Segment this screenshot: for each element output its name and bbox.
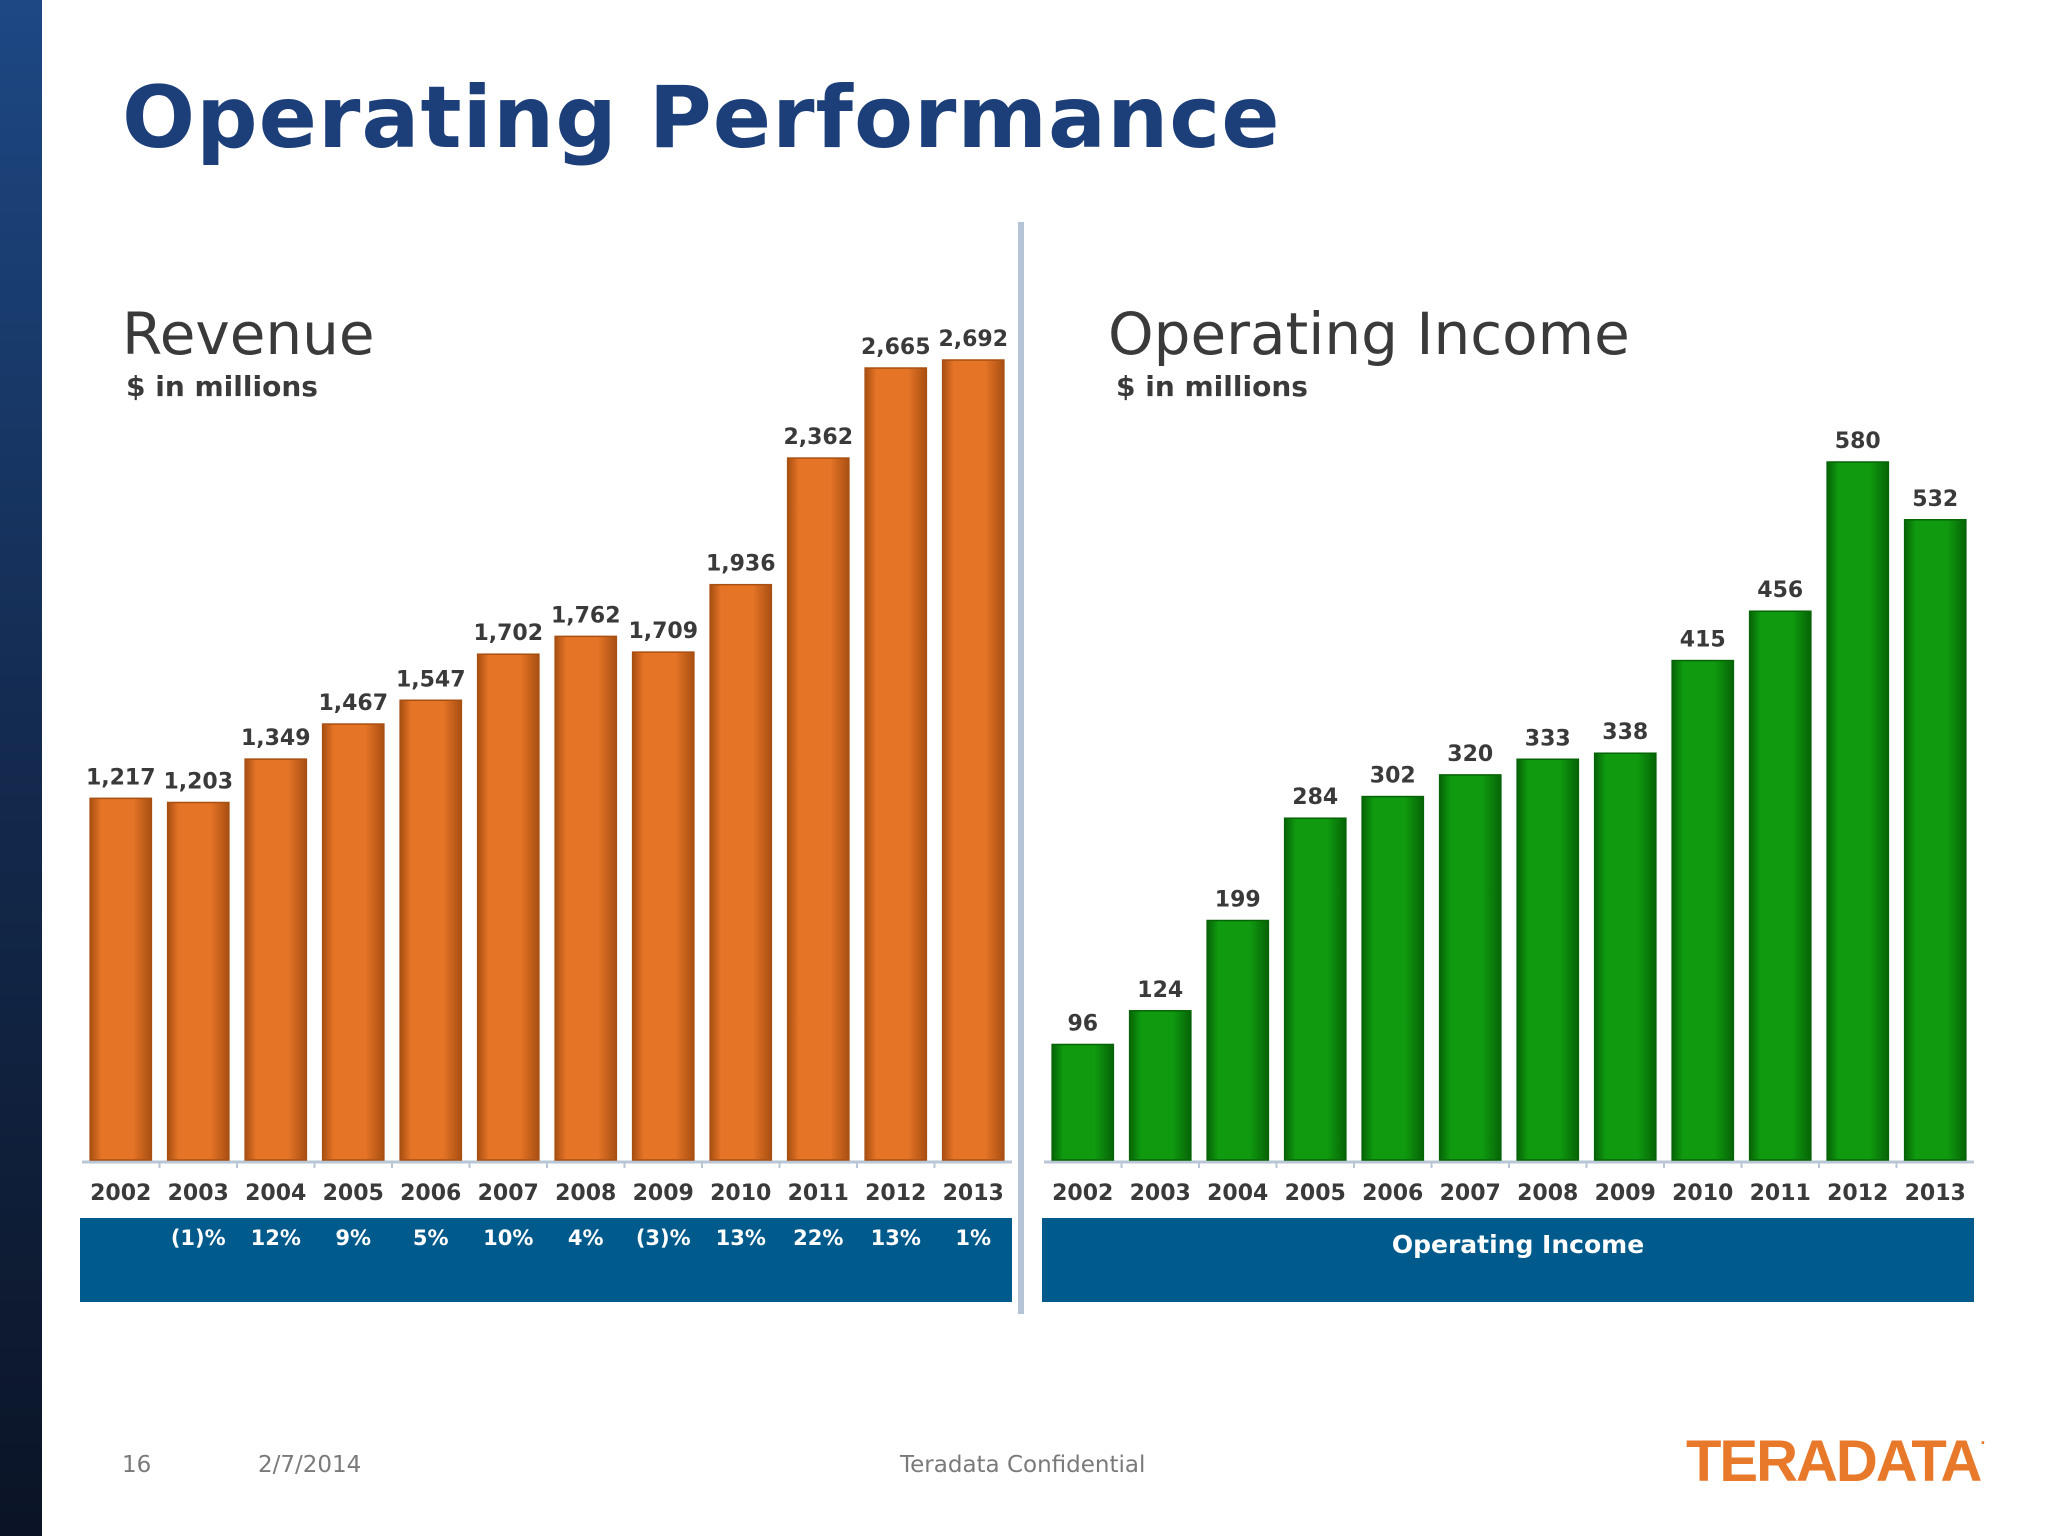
income-tick-2007: 2007 bbox=[1440, 1181, 1501, 1206]
income-bar-2007 bbox=[1438, 774, 1502, 1161]
income-value-label-2009: 338 bbox=[1602, 720, 1648, 745]
revenue-chart: 1,217 2002 1,203 2003 1,349 2004 1,467 2005 1,54… bbox=[82, 327, 1012, 1206]
income-tick-2011: 2011 bbox=[1750, 1181, 1811, 1206]
revenue-tick-2004: 2004 bbox=[245, 1181, 306, 1206]
income-value-label-2008: 333 bbox=[1525, 726, 1571, 751]
operating-income-band-label: Operating Income bbox=[1391, 1230, 1645, 1259]
slide-date: 2/7/2014 bbox=[258, 1452, 362, 1478]
revenue-tick-2006: 2006 bbox=[400, 1181, 461, 1206]
income-bar-2006 bbox=[1361, 795, 1425, 1161]
revenue-value-label-2010: 1,936 bbox=[706, 552, 776, 577]
revenue-value-label-2002: 1,217 bbox=[86, 765, 156, 790]
income-tick-2006: 2006 bbox=[1362, 1181, 1423, 1206]
income-tick-2004: 2004 bbox=[1207, 1181, 1268, 1206]
income-value-label-2004: 199 bbox=[1215, 888, 1261, 913]
panel-divider bbox=[1018, 222, 1024, 1314]
revenue-tick-2002: 2002 bbox=[90, 1181, 151, 1206]
income-tick-2013: 2013 bbox=[1905, 1181, 1966, 1206]
income-value-label-2006: 302 bbox=[1370, 764, 1416, 789]
revenue-title: Revenue bbox=[122, 300, 375, 368]
income-value-label-2012: 580 bbox=[1835, 429, 1881, 454]
operating-income-band bbox=[1042, 1218, 1974, 1302]
income-value-label-2011: 456 bbox=[1757, 578, 1803, 603]
revenue-tick-2005: 2005 bbox=[323, 1181, 384, 1206]
revenue-bar-2003 bbox=[166, 801, 230, 1161]
revenue-bar-2012 bbox=[864, 367, 928, 1161]
revenue-bar-2011 bbox=[786, 457, 850, 1161]
revenue-growth-rate-2006: 5% bbox=[412, 1226, 449, 1250]
page-number: 16 bbox=[122, 1452, 152, 1478]
income-bar-2013 bbox=[1903, 519, 1967, 1161]
revenue-value-label-2013: 2,692 bbox=[938, 327, 1008, 352]
income-value-label-2005: 284 bbox=[1292, 785, 1338, 810]
income-tick-2008: 2008 bbox=[1517, 1181, 1578, 1206]
revenue-value-label-2005: 1,467 bbox=[318, 691, 388, 716]
revenue-subtitle: $ in millions bbox=[126, 370, 318, 403]
income-value-label-2013: 532 bbox=[1912, 487, 1958, 512]
revenue-bar-2008 bbox=[554, 635, 618, 1161]
revenue-tick-2011: 2011 bbox=[788, 1181, 849, 1206]
income-value-label-2007: 320 bbox=[1447, 742, 1493, 767]
revenue-growth-rate-2003: (1)% bbox=[170, 1226, 226, 1250]
revenue-tick-2010: 2010 bbox=[710, 1181, 771, 1206]
revenue-growth-rate-2009: (3)% bbox=[635, 1226, 691, 1250]
income-bar-2003 bbox=[1128, 1010, 1192, 1161]
revenue-value-label-2003: 1,203 bbox=[163, 769, 233, 794]
revenue-tick-2013: 2013 bbox=[943, 1181, 1004, 1206]
revenue-tick-2007: 2007 bbox=[478, 1181, 539, 1206]
income-bar-2005 bbox=[1283, 817, 1347, 1161]
revenue-growth-band bbox=[80, 1218, 1012, 1302]
income-tick-2012: 2012 bbox=[1827, 1181, 1888, 1206]
revenue-value-label-2011: 2,362 bbox=[783, 425, 853, 450]
operating-income-chart: 96 2002 124 2003 199 2004 284 2005 302 2006 320 200… bbox=[1044, 429, 1974, 1206]
income-tick-2005: 2005 bbox=[1285, 1181, 1346, 1206]
income-value-label-2002: 96 bbox=[1067, 1011, 1098, 1036]
revenue-growth-rate-2008: 4% bbox=[567, 1226, 604, 1250]
slide-title: Operating Performance bbox=[122, 68, 1281, 168]
revenue-bar-2009 bbox=[631, 651, 695, 1161]
revenue-tick-2012: 2012 bbox=[865, 1181, 926, 1206]
sidebar-accent bbox=[0, 0, 42, 1536]
income-tick-2003: 2003 bbox=[1130, 1181, 1191, 1206]
revenue-value-label-2009: 1,709 bbox=[628, 619, 698, 644]
income-bar-2009 bbox=[1593, 752, 1657, 1161]
revenue-value-label-2008: 1,762 bbox=[551, 603, 621, 628]
income-value-label-2010: 415 bbox=[1680, 628, 1726, 653]
confidential-label: Teradata Confidential bbox=[900, 1452, 1146, 1478]
income-bar-2002 bbox=[1051, 1043, 1115, 1161]
operating-income-subtitle: $ in millions bbox=[1116, 370, 1308, 403]
revenue-value-label-2004: 1,349 bbox=[241, 726, 311, 751]
income-bar-2011 bbox=[1748, 610, 1812, 1161]
revenue-value-label-2006: 1,547 bbox=[396, 667, 466, 692]
revenue-tick-2003: 2003 bbox=[168, 1181, 229, 1206]
income-value-label-2003: 124 bbox=[1137, 978, 1183, 1003]
teradata-logo: TERADATA. bbox=[1686, 1428, 1985, 1494]
revenue-bar-2004 bbox=[244, 758, 308, 1161]
revenue-growth-rate-2004: 12% bbox=[250, 1226, 301, 1250]
revenue-growth-rate-2012: 13% bbox=[870, 1226, 921, 1250]
income-bar-2010 bbox=[1671, 659, 1735, 1161]
revenue-growth-rate-2007: 10% bbox=[483, 1226, 534, 1250]
revenue-growth-rate-2013: 1% bbox=[955, 1226, 992, 1250]
revenue-bar-2006 bbox=[399, 699, 463, 1161]
revenue-bar-2007 bbox=[476, 653, 540, 1161]
revenue-growth-rate-2010: 13% bbox=[715, 1226, 766, 1250]
income-bar-2012 bbox=[1826, 461, 1890, 1161]
income-bar-2004 bbox=[1206, 919, 1270, 1161]
revenue-tick-2009: 2009 bbox=[633, 1181, 694, 1206]
revenue-bar-2010 bbox=[709, 583, 773, 1161]
revenue-growth-rate-2011: 22% bbox=[793, 1226, 844, 1250]
revenue-value-label-2007: 1,702 bbox=[473, 621, 543, 646]
income-bar-2008 bbox=[1516, 758, 1580, 1161]
revenue-value-label-2012: 2,665 bbox=[861, 335, 931, 360]
operating-income-title: Operating Income bbox=[1108, 300, 1630, 368]
revenue-tick-2008: 2008 bbox=[555, 1181, 616, 1206]
revenue-growth-rate-2005: 9% bbox=[335, 1226, 372, 1250]
revenue-bar-2013 bbox=[941, 359, 1005, 1161]
income-tick-2010: 2010 bbox=[1672, 1181, 1733, 1206]
income-tick-2002: 2002 bbox=[1052, 1181, 1113, 1206]
revenue-bar-2002 bbox=[89, 797, 153, 1161]
income-tick-2009: 2009 bbox=[1595, 1181, 1656, 1206]
revenue-bar-2005 bbox=[321, 723, 385, 1161]
